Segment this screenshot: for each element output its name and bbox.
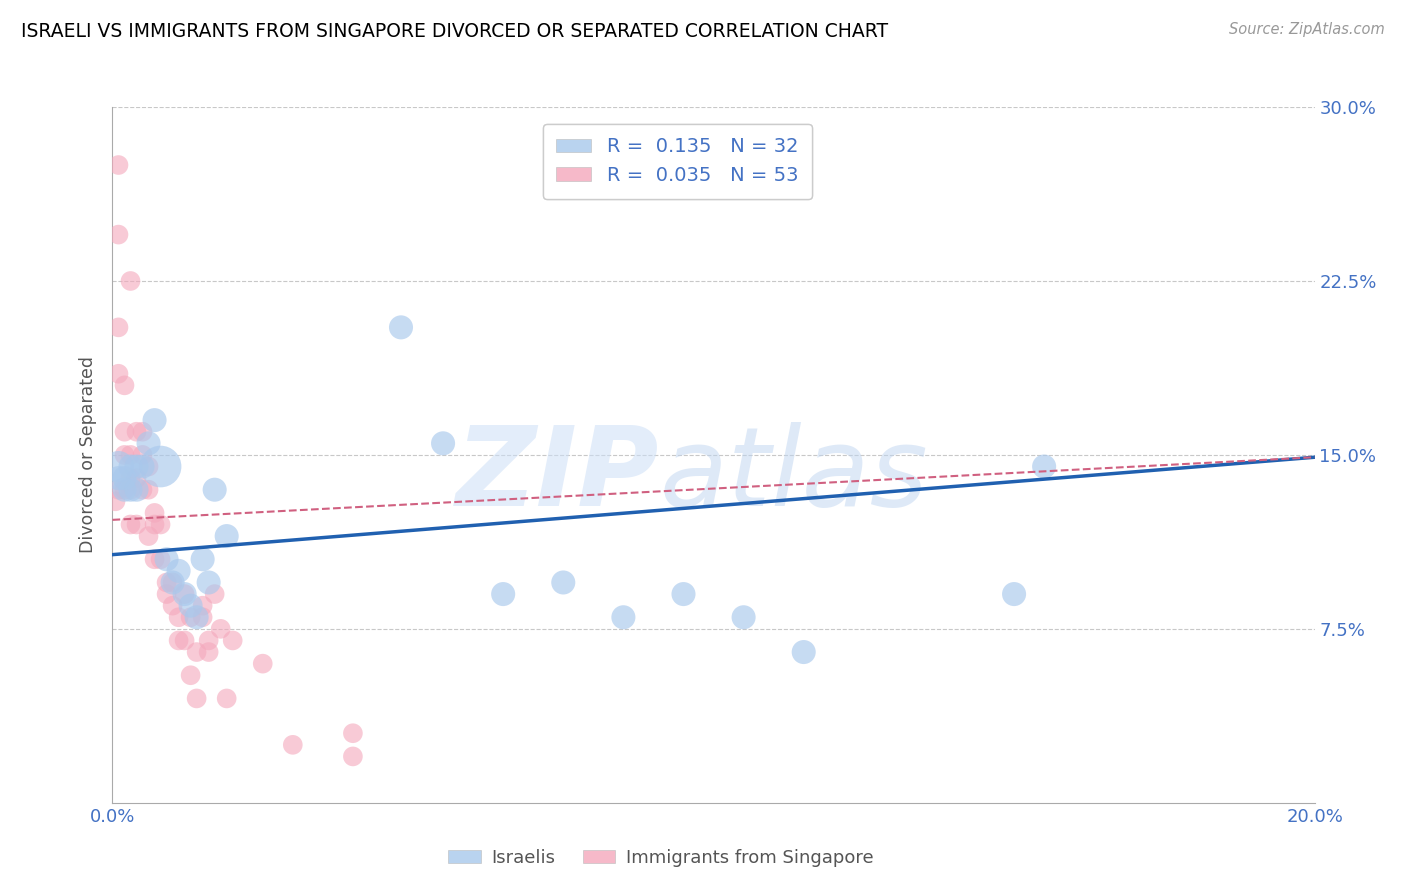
Point bbox=[107, 227, 129, 242]
Point bbox=[186, 691, 208, 706]
Point bbox=[173, 633, 195, 648]
Point bbox=[197, 645, 219, 659]
Point bbox=[612, 610, 634, 624]
Point bbox=[281, 738, 304, 752]
Point bbox=[204, 483, 226, 497]
Point bbox=[180, 668, 202, 682]
Point bbox=[162, 599, 184, 613]
Point bbox=[793, 645, 815, 659]
Point bbox=[204, 587, 226, 601]
Point bbox=[180, 599, 202, 613]
Point bbox=[131, 459, 153, 474]
Point bbox=[131, 483, 153, 497]
Point bbox=[149, 459, 172, 474]
Point bbox=[120, 274, 142, 288]
Point bbox=[149, 517, 172, 532]
Point bbox=[125, 517, 148, 532]
Point bbox=[155, 587, 177, 601]
Point bbox=[120, 471, 142, 485]
Point bbox=[186, 610, 208, 624]
Point bbox=[107, 459, 129, 474]
Point bbox=[120, 459, 142, 474]
Point bbox=[143, 506, 166, 520]
Point bbox=[120, 448, 142, 462]
Y-axis label: Divorced or Separated: Divorced or Separated bbox=[79, 357, 97, 553]
Point bbox=[138, 436, 160, 450]
Point bbox=[107, 471, 129, 485]
Point bbox=[180, 610, 202, 624]
Legend: Israelis, Immigrants from Singapore: Israelis, Immigrants from Singapore bbox=[441, 842, 880, 874]
Point bbox=[389, 320, 412, 334]
Point bbox=[191, 552, 214, 566]
Point bbox=[114, 448, 136, 462]
Point bbox=[138, 529, 160, 543]
Point bbox=[197, 633, 219, 648]
Point bbox=[167, 610, 190, 624]
Point bbox=[155, 552, 177, 566]
Point bbox=[173, 587, 195, 601]
Point bbox=[131, 448, 153, 462]
Point bbox=[143, 413, 166, 427]
Point bbox=[222, 633, 245, 648]
Point bbox=[120, 483, 142, 497]
Point bbox=[186, 645, 208, 659]
Point bbox=[114, 471, 136, 485]
Point bbox=[125, 483, 148, 497]
Point bbox=[143, 517, 166, 532]
Text: atlas: atlas bbox=[659, 422, 928, 529]
Point bbox=[107, 367, 129, 381]
Point bbox=[107, 483, 129, 497]
Point bbox=[149, 552, 172, 566]
Point bbox=[114, 425, 136, 439]
Point bbox=[138, 483, 160, 497]
Point bbox=[155, 575, 177, 590]
Point bbox=[252, 657, 274, 671]
Point bbox=[173, 587, 195, 601]
Point bbox=[342, 749, 364, 764]
Point bbox=[120, 483, 142, 497]
Legend: R =  0.135   N = 32, R =  0.035   N = 53: R = 0.135 N = 32, R = 0.035 N = 53 bbox=[543, 124, 813, 199]
Point bbox=[114, 483, 136, 497]
Point bbox=[167, 564, 190, 578]
Point bbox=[342, 726, 364, 740]
Point bbox=[114, 483, 136, 497]
Point bbox=[197, 575, 219, 590]
Point bbox=[191, 599, 214, 613]
Point bbox=[492, 587, 515, 601]
Text: Source: ZipAtlas.com: Source: ZipAtlas.com bbox=[1229, 22, 1385, 37]
Point bbox=[125, 471, 148, 485]
Text: ZIP: ZIP bbox=[456, 422, 659, 529]
Point bbox=[120, 517, 142, 532]
Point bbox=[107, 320, 129, 334]
Point bbox=[209, 622, 232, 636]
Point bbox=[1002, 587, 1025, 601]
Point bbox=[733, 610, 755, 624]
Point bbox=[162, 575, 184, 590]
Point bbox=[104, 494, 127, 508]
Text: ISRAELI VS IMMIGRANTS FROM SINGAPORE DIVORCED OR SEPARATED CORRELATION CHART: ISRAELI VS IMMIGRANTS FROM SINGAPORE DIV… bbox=[21, 22, 889, 41]
Point bbox=[191, 610, 214, 624]
Point bbox=[672, 587, 695, 601]
Point bbox=[138, 459, 160, 474]
Point bbox=[125, 425, 148, 439]
Point bbox=[167, 633, 190, 648]
Point bbox=[1033, 459, 1056, 474]
Point bbox=[114, 378, 136, 392]
Point bbox=[125, 459, 148, 474]
Point bbox=[107, 158, 129, 172]
Point bbox=[143, 552, 166, 566]
Point bbox=[162, 575, 184, 590]
Point bbox=[432, 436, 454, 450]
Point bbox=[215, 691, 238, 706]
Point bbox=[131, 425, 153, 439]
Point bbox=[553, 575, 575, 590]
Point bbox=[215, 529, 238, 543]
